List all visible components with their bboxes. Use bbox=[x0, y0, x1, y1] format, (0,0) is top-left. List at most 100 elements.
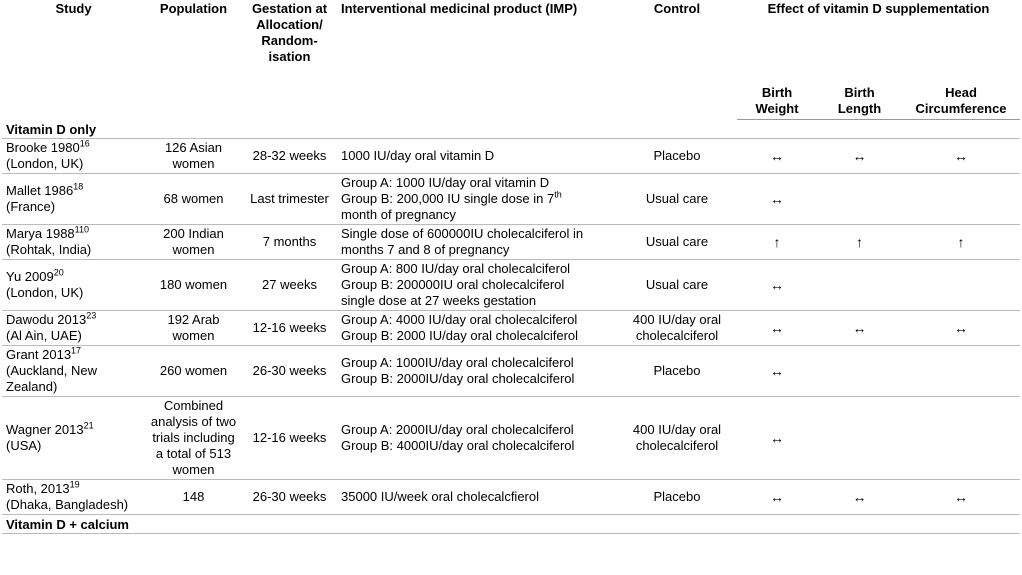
header-cell: Study bbox=[55, 1, 92, 16]
study-cell: Marya 1988110 (Rohtak, India) bbox=[2, 225, 145, 260]
study-cell: Dawodu 201323 (Al Ain, UAE) bbox=[2, 311, 145, 346]
study-location: (France) bbox=[6, 199, 56, 214]
study-name: Brooke 1980 bbox=[6, 140, 80, 155]
effect-cell: ↔ bbox=[954, 320, 968, 336]
effect-cell bbox=[817, 260, 902, 311]
study-name: Mallet 1986 bbox=[6, 183, 74, 198]
study-row: Yu 200920 (London, UK) 180 women 27 weeks Gr… bbox=[2, 260, 1021, 311]
effect-cell: ↔ bbox=[770, 277, 784, 293]
control-cell: Usual care bbox=[645, 234, 709, 249]
header-cell: Interventional medicinal product (IMP) bbox=[341, 1, 578, 16]
population-cell: 180 women bbox=[159, 277, 228, 292]
study-name: Grant 2013 bbox=[6, 347, 72, 362]
study-cell: Brooke 198016 (London, UK) bbox=[2, 139, 145, 174]
study-cell: Yu 200920 (London, UK) bbox=[2, 260, 145, 311]
population-cell: 260 women bbox=[159, 363, 228, 378]
study-location: (USA) bbox=[6, 438, 42, 453]
study-table: Study Population Gestation at Allocation… bbox=[2, 0, 1021, 534]
reference: 23 bbox=[86, 310, 97, 321]
gestation-cell: 26-30 weeks bbox=[252, 489, 327, 504]
effect-cell bbox=[902, 346, 1020, 397]
imp-line: Group A: 4000 IU/day oral cholecalcifero… bbox=[341, 312, 578, 327]
gestation-cell: 26-30 weeks bbox=[252, 363, 327, 378]
reference: 16 bbox=[79, 138, 90, 149]
imp-line: 1000 IU/day oral vitamin D bbox=[341, 148, 495, 163]
study-name: Dawodu 2013 bbox=[6, 312, 87, 327]
subheader-cell: Birth Weight bbox=[737, 84, 817, 120]
study-location: (Dhaka, Bangladesh) bbox=[6, 497, 129, 512]
study-cell: Mallet 198618 (France) bbox=[2, 174, 145, 225]
study-location: (Al Ain, UAE) bbox=[6, 328, 82, 343]
study-row: Brooke 198016 (London, UK) 126 Asian women… bbox=[2, 139, 1021, 174]
effect-cell: ↑ bbox=[856, 234, 863, 250]
control-cell: Placebo bbox=[653, 363, 701, 378]
study-row: Marya 1988110 (Rohtak, India) 200 Indian w… bbox=[2, 225, 1021, 260]
imp-cell: Group A: 1000 IU/day oral vitamin D Group… bbox=[337, 174, 617, 225]
imp-line: 35000 IU/week oral cholecalcfierol bbox=[341, 489, 539, 504]
study-cell: Wagner 201321 (USA) bbox=[2, 397, 145, 480]
subheader-cell: Head Circumference bbox=[902, 84, 1021, 120]
imp-cell: Group A: 800 IU/day oral cholecalciferol… bbox=[337, 260, 617, 311]
reference: 21 bbox=[83, 420, 94, 431]
study-row: Dawodu 201323 (Al Ain, UAE) 192 Arab women… bbox=[2, 311, 1021, 346]
header-row: Study Population Gestation at Allocation… bbox=[2, 0, 1020, 84]
control-cell: 400 IU/day oral cholecalciferol bbox=[632, 422, 722, 453]
study-location: (London, UK) bbox=[6, 156, 84, 171]
study-name: Roth, 2013 bbox=[6, 481, 70, 496]
study-row: Mallet 198618 (France) 68 women Last trimes… bbox=[2, 174, 1021, 225]
study-name: Wagner 2013 bbox=[6, 422, 84, 437]
imp-cell: Group A: 4000 IU/day oral cholecalcifero… bbox=[337, 311, 617, 346]
section-row: Vitamin D + calcium bbox=[2, 515, 1021, 534]
study-row: Grant 201317 (Auckland, New Zealand) 260 w… bbox=[2, 345, 1021, 397]
study-cell: Roth, 201319 (Dhaka, Bangladesh) bbox=[2, 480, 145, 515]
table-body: Vitamin D only Brooke 198016 (London, UK) 1… bbox=[2, 120, 1021, 534]
control-cell: Usual care bbox=[645, 191, 709, 206]
effect-cell: ↔ bbox=[770, 148, 784, 164]
section-row: Vitamin D only bbox=[2, 120, 1021, 139]
population-cell: 68 women bbox=[163, 191, 224, 206]
effect-cell: ↔ bbox=[954, 489, 968, 505]
effect-cell: ↔ bbox=[770, 191, 784, 207]
reference: 20 bbox=[53, 267, 64, 278]
imp-cell: Single dose of 600000IU cholecalciferol … bbox=[337, 225, 617, 260]
effect-cell bbox=[902, 174, 1020, 225]
study-name: Marya 1988 bbox=[6, 226, 75, 241]
imp-cell: 35000 IU/week oral cholecalcfierol bbox=[337, 480, 617, 515]
imp-line: Group A: 1000IU/day oral cholecalciferol bbox=[341, 355, 574, 370]
control-cell: Usual care bbox=[645, 277, 709, 292]
effect-cell: ↔ bbox=[852, 489, 867, 505]
reference: 18 bbox=[73, 181, 84, 192]
effect-cell bbox=[817, 397, 902, 480]
study-location: (London, UK) bbox=[6, 285, 84, 300]
table-head: Study Population Gestation at Allocation… bbox=[2, 0, 1021, 120]
gestation-cell: 27 weeks bbox=[262, 277, 317, 292]
subheader-row: Birth Weight Birth Length Head Circumfer… bbox=[2, 84, 1021, 120]
imp-line: Group A: 1000 IU/day oral vitamin D bbox=[341, 175, 550, 190]
effect-cell: ↔ bbox=[852, 148, 867, 164]
header-cell: Control bbox=[653, 1, 701, 16]
gestation-cell: 28-32 weeks bbox=[252, 148, 327, 163]
reference: 17 bbox=[71, 345, 82, 356]
effect-cell: ↑ bbox=[773, 234, 781, 250]
header-cell: Effect of vitamin D supplementation bbox=[767, 1, 990, 16]
effect-cell bbox=[902, 397, 1020, 480]
effect-cell: ↔ bbox=[770, 363, 784, 379]
effect-cell: ↔ bbox=[770, 489, 784, 505]
imp-line: Group B: 200,000 IU single dose in 7th bbox=[341, 189, 562, 206]
study-name: Yu 2009 bbox=[6, 269, 54, 284]
gestation-cell: 7 months bbox=[262, 234, 317, 249]
control-cell: Placebo bbox=[653, 489, 701, 504]
reference: 110 bbox=[74, 224, 90, 235]
imp-line: months 7 and 8 of pregnancy bbox=[341, 242, 510, 257]
imp-line: Group A: 2000IU/day oral cholecalciferol bbox=[341, 422, 574, 437]
effect-cell: ↔ bbox=[954, 148, 968, 164]
study-row: Wagner 201321 (USA) Combined analysis of t… bbox=[2, 397, 1021, 480]
population-cell: 126 Asian women bbox=[164, 140, 223, 171]
population-cell: 192 Arab women bbox=[167, 312, 220, 343]
population-cell: 148 bbox=[182, 489, 205, 504]
imp-cell: 1000 IU/day oral vitamin D bbox=[337, 139, 617, 174]
study-row: Roth, 201319 (Dhaka, Bangladesh) 148 26-30 … bbox=[2, 480, 1021, 515]
imp-line: single dose at 27 weeks gestation bbox=[341, 293, 537, 308]
section-title: Vitamin D only bbox=[6, 122, 97, 137]
